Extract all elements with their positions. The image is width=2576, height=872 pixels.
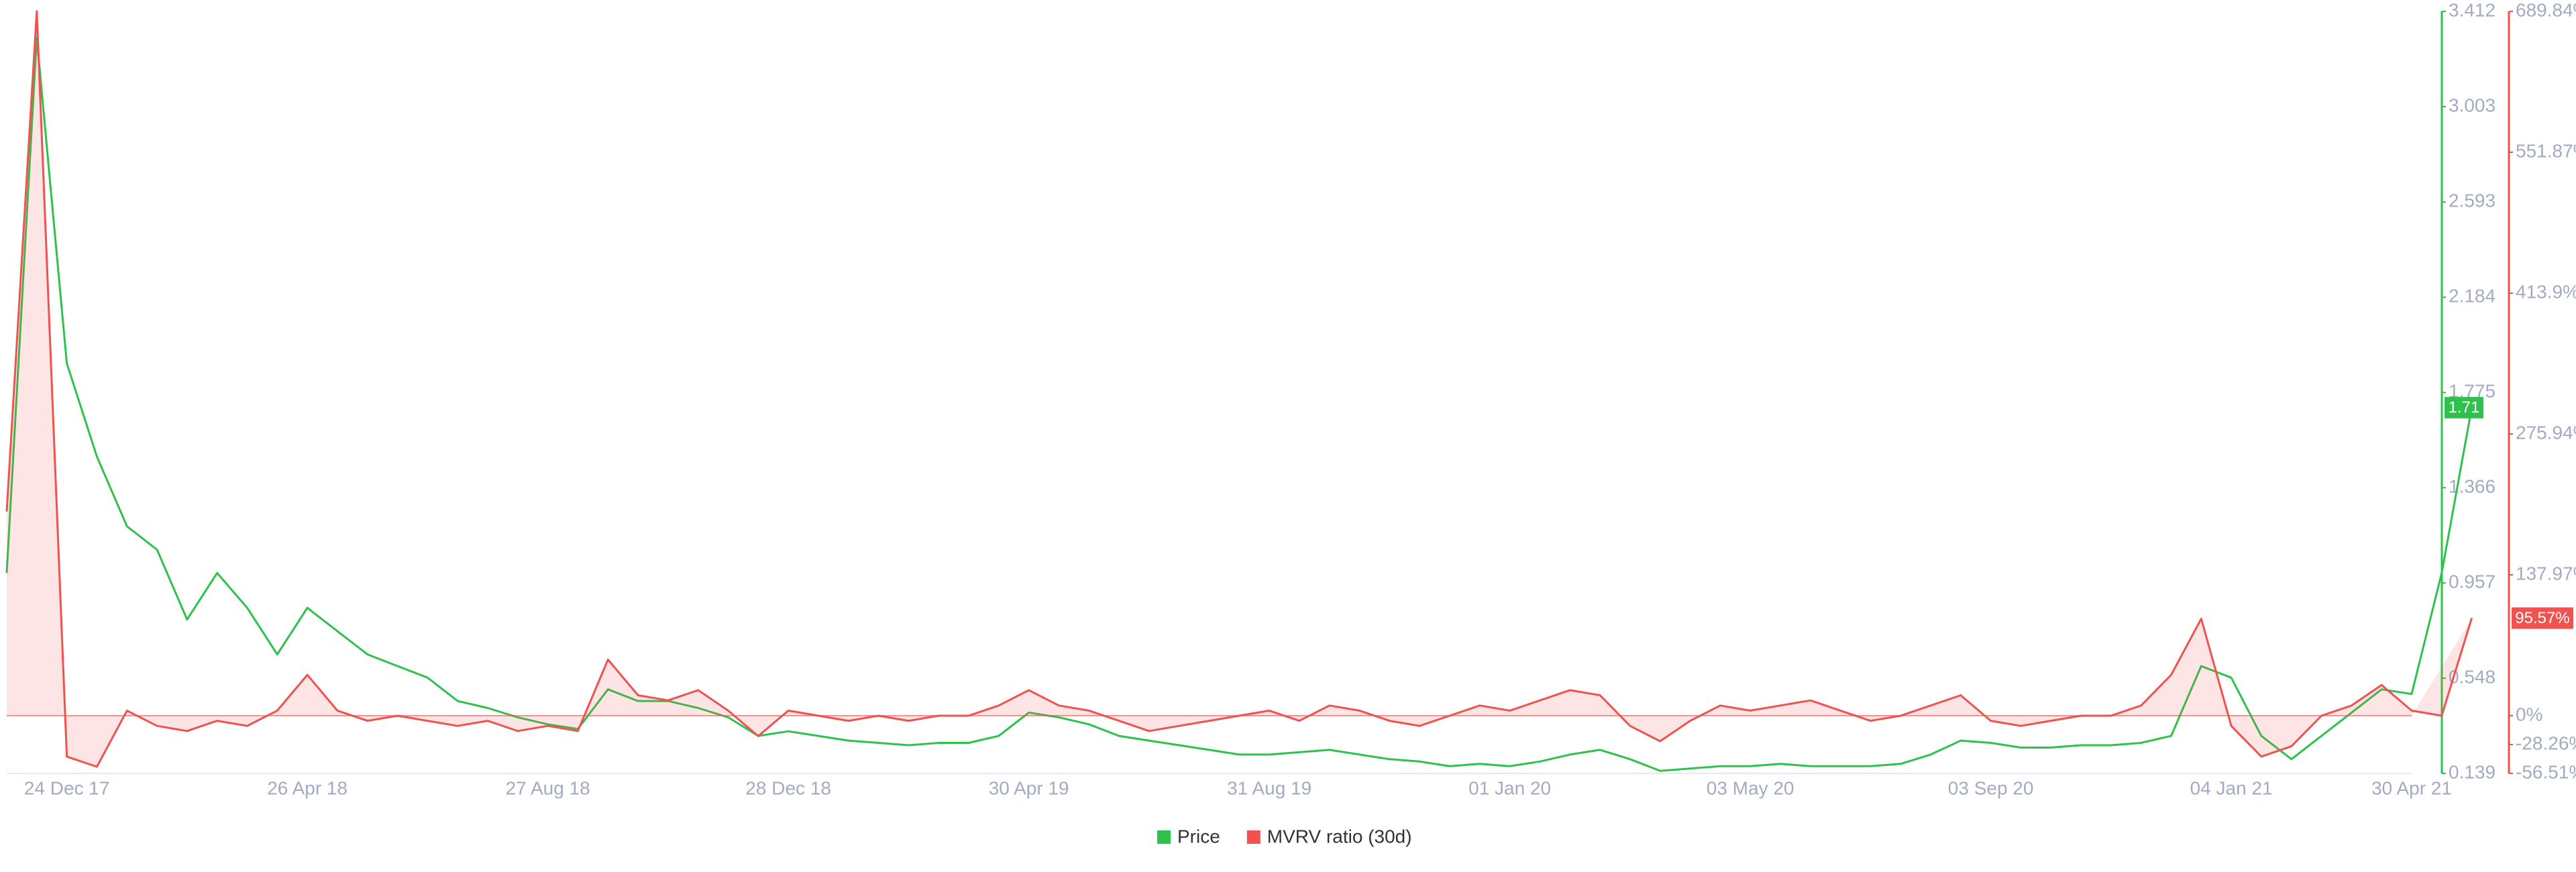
series-line [5,10,2473,768]
x-tick-label: 03 Sep 20 [1948,777,2034,798]
x-tick-label: 27 Aug 18 [506,777,590,798]
y-tick-label: 2.184 [2449,286,2496,307]
y2-tick-label: 413.9% [2516,281,2576,302]
x-tick-label: 24 Dec 17 [24,777,110,798]
area [7,11,2472,767]
x-tick-label: 04 Jan 21 [2190,777,2273,798]
y-tick-label: 3.003 [2449,95,2496,115]
x-tick-label: 30 Apr 19 [989,777,1069,798]
y2-tick-label: 551.87% [2516,140,2576,161]
legend-swatch [1157,830,1171,844]
y-tick-label: 3.412 [2449,0,2496,20]
legend-label: MVRV ratio (30d) [1267,826,1412,847]
x-tick-label: 31 Aug 19 [1227,777,1311,798]
value-badge-label: 95.57% [2515,609,2569,627]
value-badge [2512,607,2573,629]
y2-tick-label: 137.97% [2516,563,2576,584]
x-tick-label: 03 May 20 [1707,777,1794,798]
x-tick-label: 30 Apr 21 [2371,777,2452,798]
y-tick-label: 2.593 [2449,190,2496,211]
y-tick-label: 0.957 [2449,571,2496,592]
y2-tick-label: 275.94% [2516,422,2576,443]
y2-tick-label: -28.26% [2516,732,2576,753]
y2-tick-label: -56.51% [2516,761,2576,782]
legend-label: Price [1177,826,1220,847]
y2-tick-label: 689.84% [2516,0,2576,20]
y-tick-label: 0.139 [2449,761,2496,782]
series-line [5,36,2473,772]
value-badge-label: 1.71 [2449,398,2480,417]
value-badge [2445,396,2483,419]
x-tick-label: 26 Apr 18 [267,777,347,798]
x-tick-label: 01 Jan 20 [1468,777,1551,798]
legend-swatch [1246,830,1260,844]
x-tick-label: 28 Dec 18 [745,777,831,798]
y2-tick-label: 0% [2516,704,2542,724]
